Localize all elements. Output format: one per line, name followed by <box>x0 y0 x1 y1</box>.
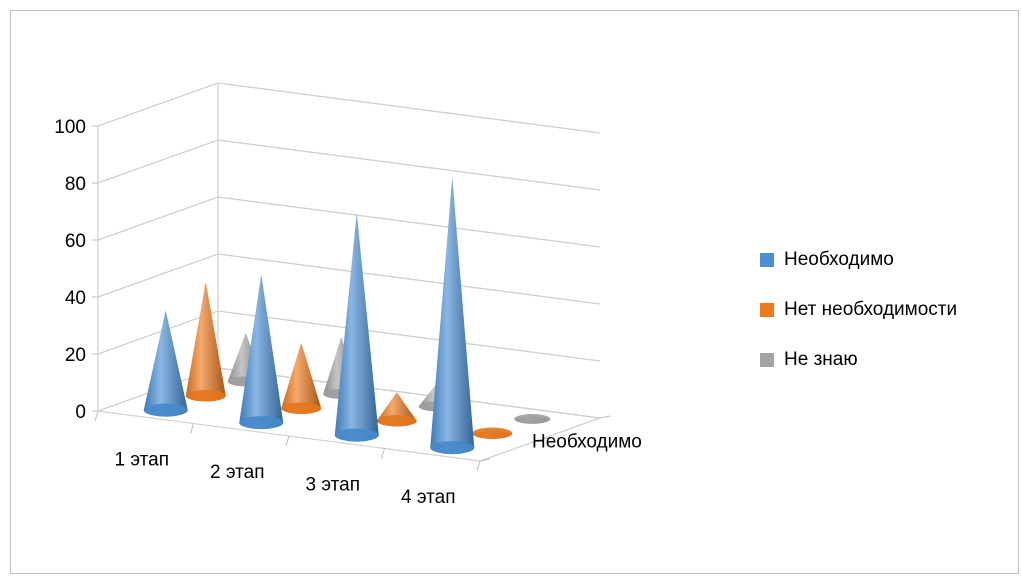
x-axis: 1 этап 2 этап 3 этап 4 этап Необходимо <box>94 410 642 508</box>
cone-0-2 <box>334 212 379 442</box>
legend-swatch-1 <box>760 303 774 317</box>
y-tick-label-0: 0 <box>75 402 86 423</box>
cone-2-3 <box>514 414 551 424</box>
gridline-1 <box>97 310 601 362</box>
legend: Необходимо Нет необходимости Не знаю <box>760 235 957 385</box>
cone-1-0 <box>185 281 226 402</box>
cone-1-1 <box>281 342 322 414</box>
gridline-4 <box>97 139 601 191</box>
legend-label-1: Нет необходимости <box>784 299 958 320</box>
depth-tick-mark-0 <box>479 458 491 462</box>
gridline-5 <box>97 82 601 134</box>
legend-item-0: Необходимо <box>760 235 957 285</box>
x-tick-mark-2 <box>285 435 290 447</box>
x-tick-mark-1 <box>190 423 194 434</box>
legend-label-2: Не знаю <box>784 349 858 370</box>
x-tick-mark-0 <box>94 410 99 422</box>
x-tick-label-3: 4 этап <box>401 487 455 508</box>
chart-cones <box>143 176 551 455</box>
gridline-3 <box>97 196 601 248</box>
chart-gridlines <box>97 82 601 419</box>
legend-label-0: Необходимо <box>784 249 894 270</box>
cone-0-3 <box>430 176 475 455</box>
chart-frame <box>10 10 1019 574</box>
cone-1-2 <box>376 392 417 427</box>
cone-0-1 <box>239 274 284 430</box>
depth-tick-mark-2 <box>599 415 611 419</box>
depth-tick-mark-1 <box>539 437 551 440</box>
x-tick-mark-4 <box>476 460 481 472</box>
cone-1-3 <box>472 427 513 439</box>
legend-item-2: Не знаю <box>760 335 957 385</box>
x-tick-label-1: 2 этап <box>210 462 264 483</box>
legend-item-1: Нет необходимости <box>760 285 957 335</box>
gridline-2 <box>97 253 601 305</box>
legend-swatch-0 <box>760 253 774 267</box>
y-tick-label-4: 80 <box>65 174 86 195</box>
y-tick-label-3: 60 <box>65 231 86 252</box>
legend-swatch-2 <box>760 353 774 367</box>
y-tick-label-2: 40 <box>65 288 86 309</box>
y-axis: 0 20 40 60 80 100 <box>54 117 98 423</box>
y-tick-label-5: 100 <box>54 117 86 138</box>
cone-0-0 <box>143 310 188 417</box>
depth-axis-label: Необходимо <box>532 431 642 452</box>
x-tick-label-0: 1 этап <box>115 449 169 470</box>
x-tick-label-2: 3 этап <box>306 474 360 495</box>
y-tick-label-1: 20 <box>65 345 86 366</box>
x-tick-mark-3 <box>381 448 385 459</box>
